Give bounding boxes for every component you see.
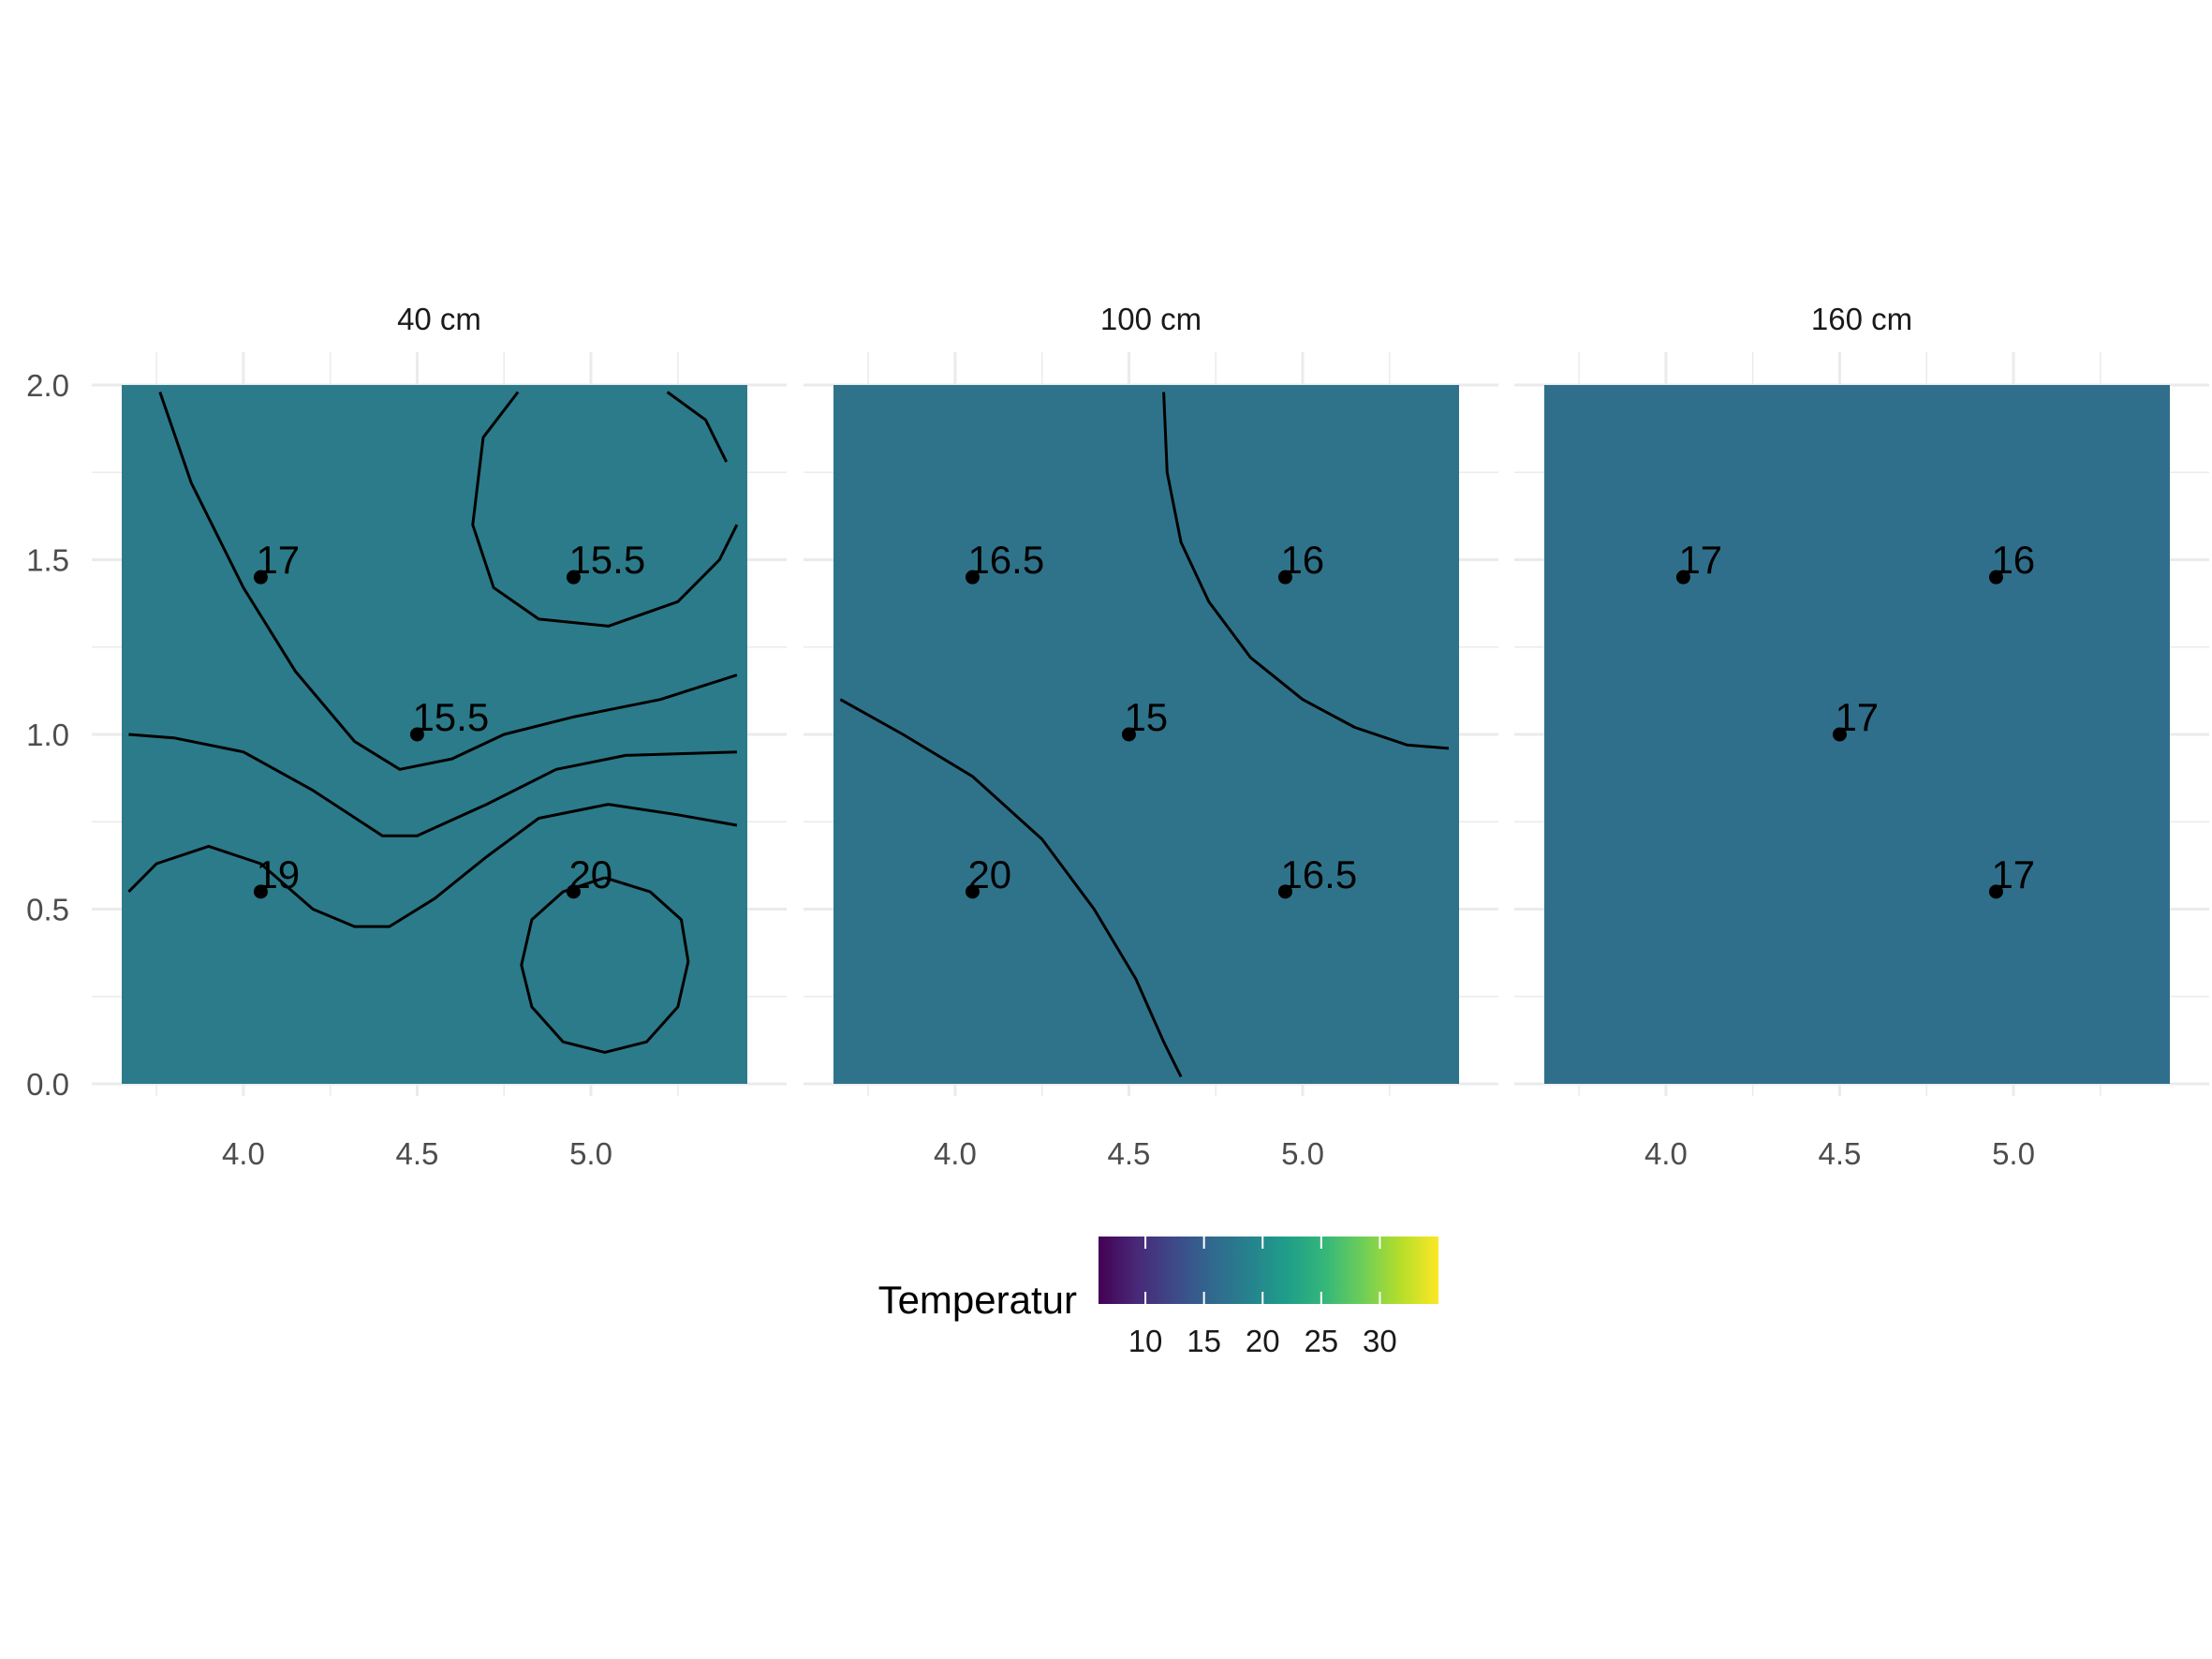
y-tick-label: 0.0 bbox=[26, 1067, 69, 1102]
data-point bbox=[1832, 727, 1847, 742]
x-tick-label: 4.0 bbox=[934, 1136, 977, 1171]
contour-line bbox=[1162, 392, 1450, 750]
facet-panel: 17 16 17 17 160 cm 4.0 4.5 5.0 bbox=[1514, 302, 2209, 1171]
heatmap-fill bbox=[1544, 385, 2170, 1084]
data-point bbox=[1675, 570, 1690, 585]
facet-panel: 17 15.5 15.5 19 20 40 cm 4.0 4.5 5.0 0.0 0.5 1.0 1.5… bbox=[26, 302, 787, 1171]
point-label: 15 bbox=[1124, 695, 1168, 739]
legend-tick-label: 15 bbox=[1187, 1324, 1221, 1358]
point-label: 19 bbox=[256, 852, 300, 896]
data-point bbox=[965, 570, 980, 585]
facet-strip-label: 100 cm bbox=[1100, 302, 1202, 336]
facet-strip-label: 160 cm bbox=[1811, 302, 1912, 336]
point-label: 17 bbox=[1678, 538, 1722, 582]
contour-line bbox=[128, 733, 737, 837]
y-tick-label: 0.5 bbox=[26, 893, 69, 927]
legend-tick-label: 20 bbox=[1246, 1324, 1280, 1358]
contour-line bbox=[127, 803, 738, 928]
point-label: 17 bbox=[1991, 852, 2035, 896]
point-label: 20 bbox=[568, 852, 612, 896]
x-tick-label: 5.0 bbox=[1281, 1136, 1324, 1171]
legend-tick-label: 10 bbox=[1128, 1324, 1163, 1358]
color-legend: Temperatur 10 15 20 25 30 bbox=[878, 1237, 1438, 1358]
contour-line bbox=[471, 391, 739, 628]
contour-line bbox=[666, 391, 729, 463]
heatmap-fill bbox=[833, 385, 1459, 1084]
facet-panel: 16.5 16 15 20 16.5 100 cm 4.0 4.5 5.0 bbox=[804, 302, 1498, 1171]
point-label: 16 bbox=[1991, 538, 2035, 582]
point-label: 16.5 bbox=[967, 538, 1044, 582]
data-point bbox=[1121, 727, 1136, 742]
legend-colorbar bbox=[1099, 1237, 1438, 1304]
contour-line bbox=[158, 392, 738, 771]
legend-tick-label: 30 bbox=[1363, 1324, 1397, 1358]
facet-strip-label: 40 cm bbox=[397, 302, 481, 336]
x-tick-label: 4.5 bbox=[396, 1136, 439, 1171]
point-label: 20 bbox=[967, 852, 1011, 896]
x-tick-label: 4.0 bbox=[1644, 1136, 1688, 1171]
y-tick-label: 1.5 bbox=[26, 543, 69, 578]
y-tick-label: 2.0 bbox=[26, 368, 69, 403]
point-label: 16 bbox=[1280, 538, 1324, 582]
data-point bbox=[566, 884, 581, 899]
facet-panels: 17 15.5 15.5 19 20 40 cm 4.0 4.5 5.0 0.0 0.5 1.0 1.5… bbox=[26, 302, 2209, 1171]
x-tick-label: 5.0 bbox=[569, 1136, 612, 1171]
contour-line bbox=[839, 698, 1183, 1078]
data-point bbox=[409, 727, 424, 742]
data-point bbox=[1988, 570, 2003, 585]
point-label: 15.5 bbox=[412, 695, 489, 739]
point-label: 16.5 bbox=[1280, 852, 1357, 896]
data-point bbox=[253, 884, 268, 899]
legend-tick-label: 25 bbox=[1304, 1324, 1338, 1358]
contour-line bbox=[520, 876, 690, 1054]
y-tick-label: 1.0 bbox=[26, 718, 69, 752]
heatmap-fill bbox=[122, 385, 747, 1084]
x-tick-label: 5.0 bbox=[1992, 1136, 2035, 1171]
x-tick-label: 4.5 bbox=[1819, 1136, 1862, 1171]
data-point bbox=[1277, 570, 1292, 585]
data-point bbox=[1988, 884, 2003, 899]
data-point bbox=[566, 570, 581, 585]
x-tick-label: 4.5 bbox=[1108, 1136, 1151, 1171]
data-point bbox=[253, 570, 268, 585]
data-point bbox=[1277, 884, 1292, 899]
legend-title: Temperatur bbox=[878, 1278, 1077, 1322]
data-point bbox=[965, 884, 980, 899]
x-tick-label: 4.0 bbox=[222, 1136, 265, 1171]
point-label: 17 bbox=[256, 538, 300, 582]
point-label: 17 bbox=[1835, 695, 1879, 739]
point-label: 15.5 bbox=[568, 538, 645, 582]
